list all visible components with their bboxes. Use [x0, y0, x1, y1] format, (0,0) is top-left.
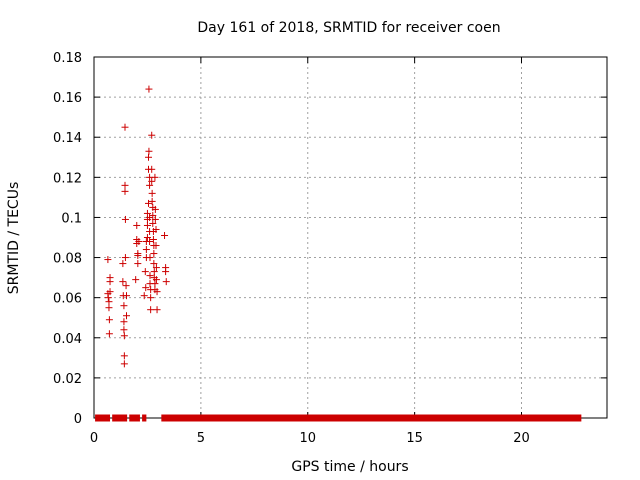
data-point [149, 211, 157, 219]
data-point [162, 268, 170, 276]
data-point [151, 280, 159, 288]
data-point [151, 173, 159, 181]
y-tick-label: 0.04 [53, 332, 82, 347]
data-point [145, 147, 153, 155]
chart-title: Day 161 of 2018, SRMTID for receiver coe… [197, 20, 500, 36]
y-tick-label: 0 [74, 412, 82, 427]
y-tick-label: 0.14 [53, 131, 82, 146]
data-point [134, 260, 142, 268]
data-point [146, 254, 154, 262]
data-point [104, 294, 112, 302]
data-point [105, 330, 113, 338]
plot-border [93, 56, 608, 419]
data-point [153, 306, 161, 314]
y-tick-label: 0.06 [53, 292, 82, 307]
data-point [148, 177, 156, 185]
data-point [152, 276, 160, 284]
plot-frame [93, 56, 608, 419]
data-point [120, 318, 128, 326]
data-point [152, 264, 160, 272]
y-tick-label: 0.02 [53, 372, 82, 387]
x-tick-label: 20 [513, 431, 530, 446]
data-point [148, 189, 156, 197]
data-point [105, 304, 113, 312]
data-point [153, 288, 161, 296]
data-point [146, 181, 154, 189]
data-point [146, 272, 154, 280]
data-point [133, 221, 141, 229]
data-point [150, 260, 158, 268]
data-point [145, 153, 153, 161]
grid [94, 57, 607, 418]
data-point [120, 360, 128, 368]
x-axis: 0 5 10 15 20 [90, 57, 530, 446]
data-point [148, 197, 156, 205]
data-point [104, 256, 112, 264]
data-point [162, 278, 170, 286]
data-point [148, 165, 156, 173]
data-point [122, 292, 130, 300]
x-tick-label: 10 [299, 431, 316, 446]
data-point [149, 236, 157, 244]
data-point [152, 242, 160, 250]
data-point [121, 187, 129, 195]
data-point [161, 231, 169, 239]
data-point [121, 181, 129, 189]
data-point [105, 316, 113, 324]
data-point [151, 205, 159, 213]
data-point [120, 326, 128, 334]
data-points [95, 85, 582, 422]
data-point [150, 250, 158, 258]
data-point [142, 284, 150, 292]
y-tick-label: 0.12 [53, 171, 82, 186]
data-point [120, 332, 128, 340]
data-point [121, 123, 129, 131]
y-tick-label: 0.18 [53, 51, 82, 66]
data-point [151, 215, 159, 223]
data-point [143, 234, 151, 241]
x-tick-label: 15 [406, 431, 423, 446]
data-point [106, 288, 114, 296]
data-point [121, 215, 129, 223]
y-tick-label: 0.08 [53, 252, 82, 267]
data-point [148, 131, 156, 139]
data-point [120, 302, 128, 310]
x-axis-label: GPS time / hours [291, 459, 408, 475]
data-point [119, 260, 127, 268]
data-point [134, 252, 142, 260]
data-point [147, 306, 155, 314]
data-point [143, 209, 151, 217]
x-tick-label: 0 [90, 431, 98, 446]
data-point [140, 292, 148, 300]
data-point [145, 199, 153, 207]
data-point [141, 268, 149, 276]
data-point [122, 282, 130, 290]
data-point [149, 219, 157, 227]
y-tick-label: 0.1 [61, 211, 82, 226]
data-point [135, 238, 143, 246]
data-point [150, 268, 158, 276]
data-point [145, 85, 153, 93]
data-point [106, 278, 114, 286]
data-point [120, 352, 128, 360]
y-axis: 0 0.02 0.04 0.06 0.08 0.1 0.12 0.14 0.16 0.18 [53, 51, 607, 427]
y-tick-label: 0.16 [53, 91, 82, 106]
data-point [142, 246, 150, 254]
y-axis-label: SRMTID / TECUs [6, 182, 22, 295]
data-point [119, 278, 127, 286]
data-point [122, 312, 130, 320]
data-point [146, 238, 154, 246]
x-tick-label: 5 [197, 431, 205, 446]
data-point [143, 221, 151, 229]
data-point [152, 225, 160, 233]
data-point [147, 294, 155, 302]
data-point [121, 254, 129, 262]
data-point [132, 276, 140, 284]
data-point [105, 298, 113, 306]
